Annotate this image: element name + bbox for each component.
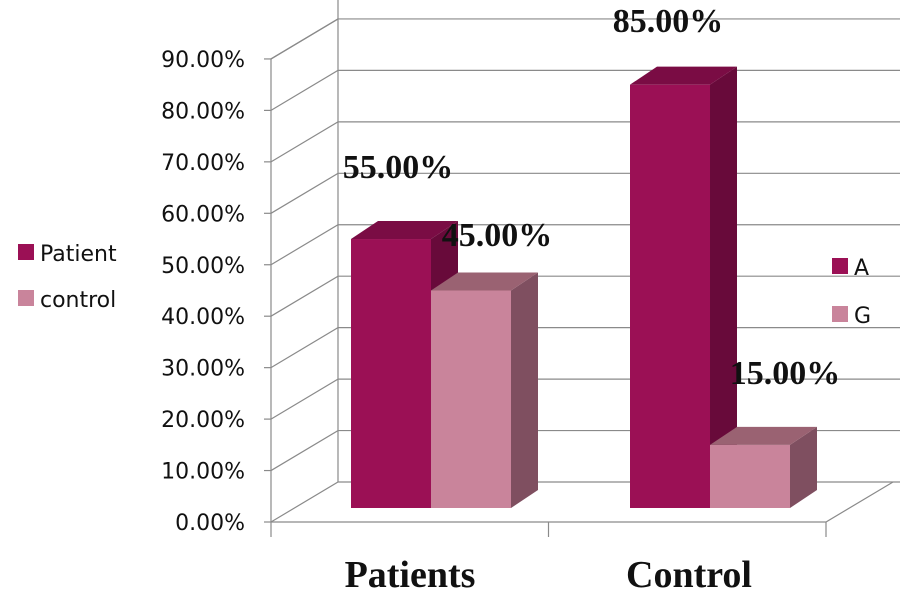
legend-label: A [854, 256, 869, 281]
data-label: 15.00% [730, 355, 841, 392]
legend-swatch [18, 244, 34, 260]
legend-swatch [832, 306, 848, 322]
y-tick-label: 20.00% [161, 408, 245, 433]
data-label: 55.00% [343, 149, 454, 186]
bar-front [351, 239, 431, 508]
labels: 55.00% 85.00% 45.00% 15.00% Patients Control [343, 3, 841, 591]
legend-swatch [832, 258, 848, 274]
gridline [270, 69, 900, 111]
bar-front [710, 444, 790, 508]
y-tick-label: 40.00% [161, 305, 245, 330]
y-tick-label: 30.00% [161, 357, 245, 382]
bar-top [431, 272, 538, 291]
bar-front [431, 290, 511, 508]
y-tick-label: 0.00% [175, 511, 245, 536]
x-category-label: Patients [345, 554, 476, 591]
y-tick-label: 60.00% [161, 202, 245, 227]
bar-top [351, 221, 458, 240]
gridline [270, 18, 900, 60]
bar-side [710, 66, 737, 509]
x-category-label: Control [626, 554, 752, 591]
y-tick-label: 90.00% [161, 48, 245, 73]
legend-swatch [18, 290, 34, 306]
legends: Patient control AG [18, 242, 871, 329]
axes: 0.00% 10.00% 20.00% 30.00% 40.00% 50.00% 60.00… [161, 48, 827, 537]
data-label: 45.00% [442, 217, 553, 254]
bar-side [790, 426, 817, 508]
bar-top [710, 426, 817, 445]
y-tick-label: 50.00% [161, 254, 245, 279]
legend-right: AG [832, 256, 871, 329]
bar-top [630, 66, 737, 85]
bars [351, 66, 817, 509]
y-tick-label: 10.00% [161, 460, 245, 485]
bar-side [511, 272, 538, 508]
legend-left: Patient control [18, 242, 117, 313]
bar [630, 66, 737, 509]
bar-front [630, 84, 710, 509]
bar [710, 426, 817, 508]
legend-label: G [854, 304, 871, 329]
y-tick-label: 80.00% [161, 99, 245, 124]
data-label: 85.00% [613, 3, 724, 40]
gridline [270, 18, 339, 60]
y-tick-label: 70.00% [161, 151, 245, 176]
legend-label: Patient [40, 242, 117, 267]
legend-label: control [40, 288, 116, 313]
bar [431, 272, 538, 508]
